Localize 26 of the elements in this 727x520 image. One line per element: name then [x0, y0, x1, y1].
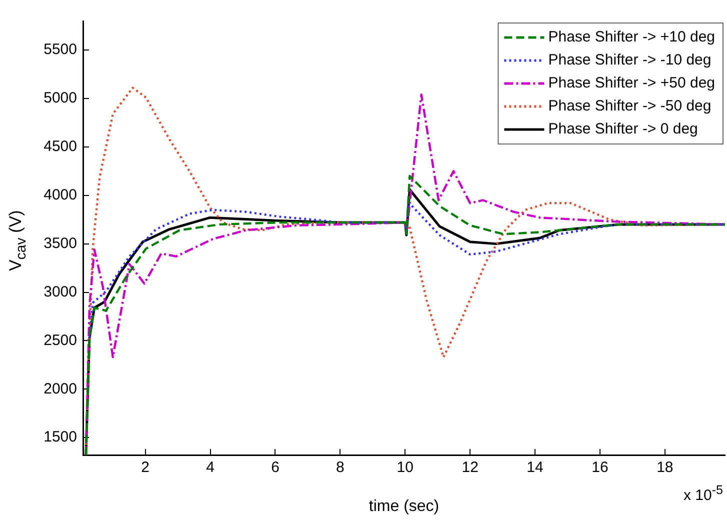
x-tick-label: 16 — [592, 459, 608, 476]
y-tick-label: 5500 — [44, 41, 77, 58]
y-tick-label: 2500 — [44, 332, 77, 349]
line-series — [88, 201, 725, 339]
x-tick-label: 6 — [271, 459, 280, 476]
y-tick-label: 3000 — [44, 283, 77, 300]
legend-label: Phase Shifter -> +50 deg — [548, 74, 715, 92]
y-tick-label: 2000 — [44, 380, 77, 398]
x-tick-label: 8 — [336, 459, 344, 476]
y-tick-label: 4000 — [44, 186, 77, 204]
legend-label: Phase Shifter -> -10 deg — [548, 52, 712, 69]
x-tick-label: 18 — [656, 459, 674, 476]
x-tick-label: 4 — [206, 459, 214, 476]
y-tick-label: 5000 — [44, 90, 77, 107]
x-axis-title: time (sec) — [368, 498, 440, 515]
x-tick-label: 2 — [141, 459, 150, 476]
y-tick-label: 1500 — [44, 428, 77, 446]
legend-label: Phase Shifter -> 0 deg — [548, 120, 698, 138]
x-tick-label: 10 — [396, 459, 414, 476]
text: x 10$^{-5}$ — [684, 483, 723, 504]
y-tick-label: 3500 — [44, 234, 77, 252]
legend-label: Phase Shifter -> -50 deg — [548, 98, 712, 115]
legend-label: Phase Shifter -> +10 deg — [548, 28, 715, 46]
x-tick-label: 14 — [526, 459, 544, 476]
x-tick-label: 12 — [462, 459, 478, 476]
y-tick-label: 4500 — [44, 138, 77, 156]
